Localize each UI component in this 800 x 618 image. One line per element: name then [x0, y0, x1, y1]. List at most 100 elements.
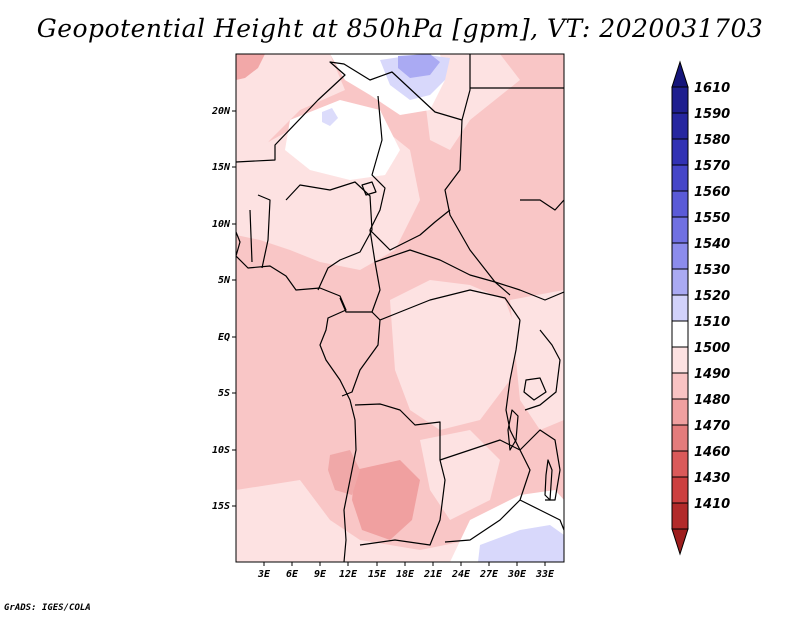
border-drc-east	[505, 319, 521, 451]
border-nigeria	[285, 181, 373, 291]
lat-tick: 10S	[212, 445, 236, 456]
colorbar-swatch	[671, 450, 689, 478]
field-blue-north-core	[398, 54, 440, 78]
colorbar-label: 1580	[694, 133, 730, 148]
map-title: Geopotential Height at 850hPa [gpm], VT:…	[36, 14, 764, 43]
lon-tick-label: 9E	[314, 569, 327, 580]
colorbar-label: 1480	[694, 393, 730, 408]
lon-tick-label: 18E	[396, 569, 415, 580]
colorbar-swatch	[671, 86, 689, 114]
lat-tick-label: 5S	[218, 388, 230, 399]
political-borders	[236, 54, 564, 562]
colorbar-label: 1510	[694, 315, 730, 330]
border-ethiopia	[520, 199, 564, 211]
field-light-congo	[390, 280, 520, 430]
colorbar-swatch	[671, 346, 689, 374]
colorbar-swatch	[671, 372, 689, 400]
lat-tick: 20N	[211, 106, 236, 117]
lon-tick: 15E	[368, 562, 387, 580]
colorbar-label: 1590	[694, 107, 730, 122]
lon-tick: 9E	[314, 562, 327, 580]
colorbar-swatch	[671, 242, 689, 270]
lon-axis: 3E 6E 9E 12E 15E 18E 21E 24E 27E 30E 33E	[257, 562, 555, 580]
lon-tick: 18E	[396, 562, 415, 580]
lake-chad	[361, 181, 377, 196]
field-light-west-africa	[236, 54, 345, 180]
lat-tick: 5N	[218, 275, 236, 286]
lat-tick-label: 10N	[212, 219, 231, 230]
colorbar-swatch	[671, 294, 689, 322]
lat-tick: 5S	[218, 388, 236, 399]
colorbar-swatch	[671, 502, 689, 530]
field-dark-angola-coast	[328, 450, 360, 495]
border-drc-north	[379, 289, 521, 321]
colorbar-label: 1550	[694, 211, 730, 226]
colorbar-label: 1490	[694, 367, 730, 382]
border-chad-sudan	[444, 119, 496, 283]
lon-tick-label: 15E	[368, 569, 387, 580]
border-congo	[341, 311, 381, 397]
lon-tick: 27E	[479, 562, 499, 580]
map-frame	[235, 53, 565, 563]
lon-tick: 3E	[257, 562, 271, 580]
field-white-sahara	[285, 100, 400, 180]
border-kenya	[524, 329, 561, 411]
lat-tick-label: 20N	[211, 106, 231, 117]
border-zambia	[439, 439, 531, 543]
colorbar-swatch	[671, 268, 689, 296]
lake-tanganyika	[507, 409, 519, 451]
colorbar-swatch	[671, 164, 689, 192]
lon-tick: 24E	[451, 562, 471, 580]
lon-tick-label: 3E	[257, 569, 271, 580]
lat-axis: 20N 15N 10N 5N EQ 5S 10S 15S	[211, 106, 236, 512]
border-benin-togo	[249, 194, 271, 269]
lake-malawi	[544, 459, 553, 501]
colorbar-swatch	[671, 216, 689, 244]
colorbar: 1610 1590 1580 1570 1560 1550 1540 1530 1520 1510…	[671, 60, 730, 556]
colorbar-label: 1430	[694, 471, 730, 486]
lat-tick: EQ	[218, 332, 236, 343]
lon-tick-label: 21E	[423, 569, 443, 580]
lon-tick-label: 27E	[479, 569, 499, 580]
colorbar-swatch	[671, 112, 689, 140]
lon-tick-label: 33E	[535, 569, 555, 580]
colorbar-bottom-cap	[671, 528, 689, 556]
field-light-north-east	[425, 54, 520, 150]
lon-tick: 21E	[423, 562, 443, 580]
colorbar-label: 1610	[694, 81, 730, 96]
colorbar-swatch	[671, 320, 689, 348]
colorbar-label: 1560	[694, 185, 730, 200]
colorbar-label: 1500	[694, 341, 730, 356]
border-sudan-south	[494, 281, 564, 301]
colorbar-swatch	[671, 424, 689, 452]
coastline-west-africa	[236, 231, 357, 562]
field-blue-southeast	[478, 525, 564, 562]
field-dark-northwest	[236, 54, 265, 80]
lat-tick: 15S	[212, 501, 236, 512]
colorbar-labels: 1610 1590 1580 1570 1560 1550 1540 1530 1520 1510…	[694, 81, 730, 512]
lon-tick: 33E	[535, 562, 555, 580]
lon-tick-label: 24E	[451, 569, 471, 580]
colorbar-label: 1460	[694, 445, 730, 460]
lon-tick-label: 30E	[507, 569, 527, 580]
colorbar-label: 1540	[694, 237, 730, 252]
colorbar-swatch	[671, 476, 689, 504]
colorbar-top-cap	[671, 60, 689, 88]
colorbar-swatch	[671, 398, 689, 426]
lat-tick-label: 10S	[212, 445, 230, 456]
lon-tick-label: 12E	[339, 569, 358, 580]
lon-tick: 30E	[507, 562, 527, 580]
border-niger-chad	[369, 95, 451, 251]
colorbar-swatches	[671, 86, 689, 530]
lat-tick: 15N	[212, 162, 236, 173]
border-mozambique	[519, 499, 564, 531]
colorbar-label: 1520	[694, 289, 730, 304]
field-dark-namibia	[352, 460, 420, 540]
colorbar-label: 1570	[694, 159, 730, 174]
lon-tick: 6E	[286, 562, 299, 580]
field-light-east-africa	[510, 290, 564, 430]
colorbar-label: 1530	[694, 263, 730, 278]
border-car	[374, 249, 511, 296]
border-cameroon	[339, 229, 381, 313]
